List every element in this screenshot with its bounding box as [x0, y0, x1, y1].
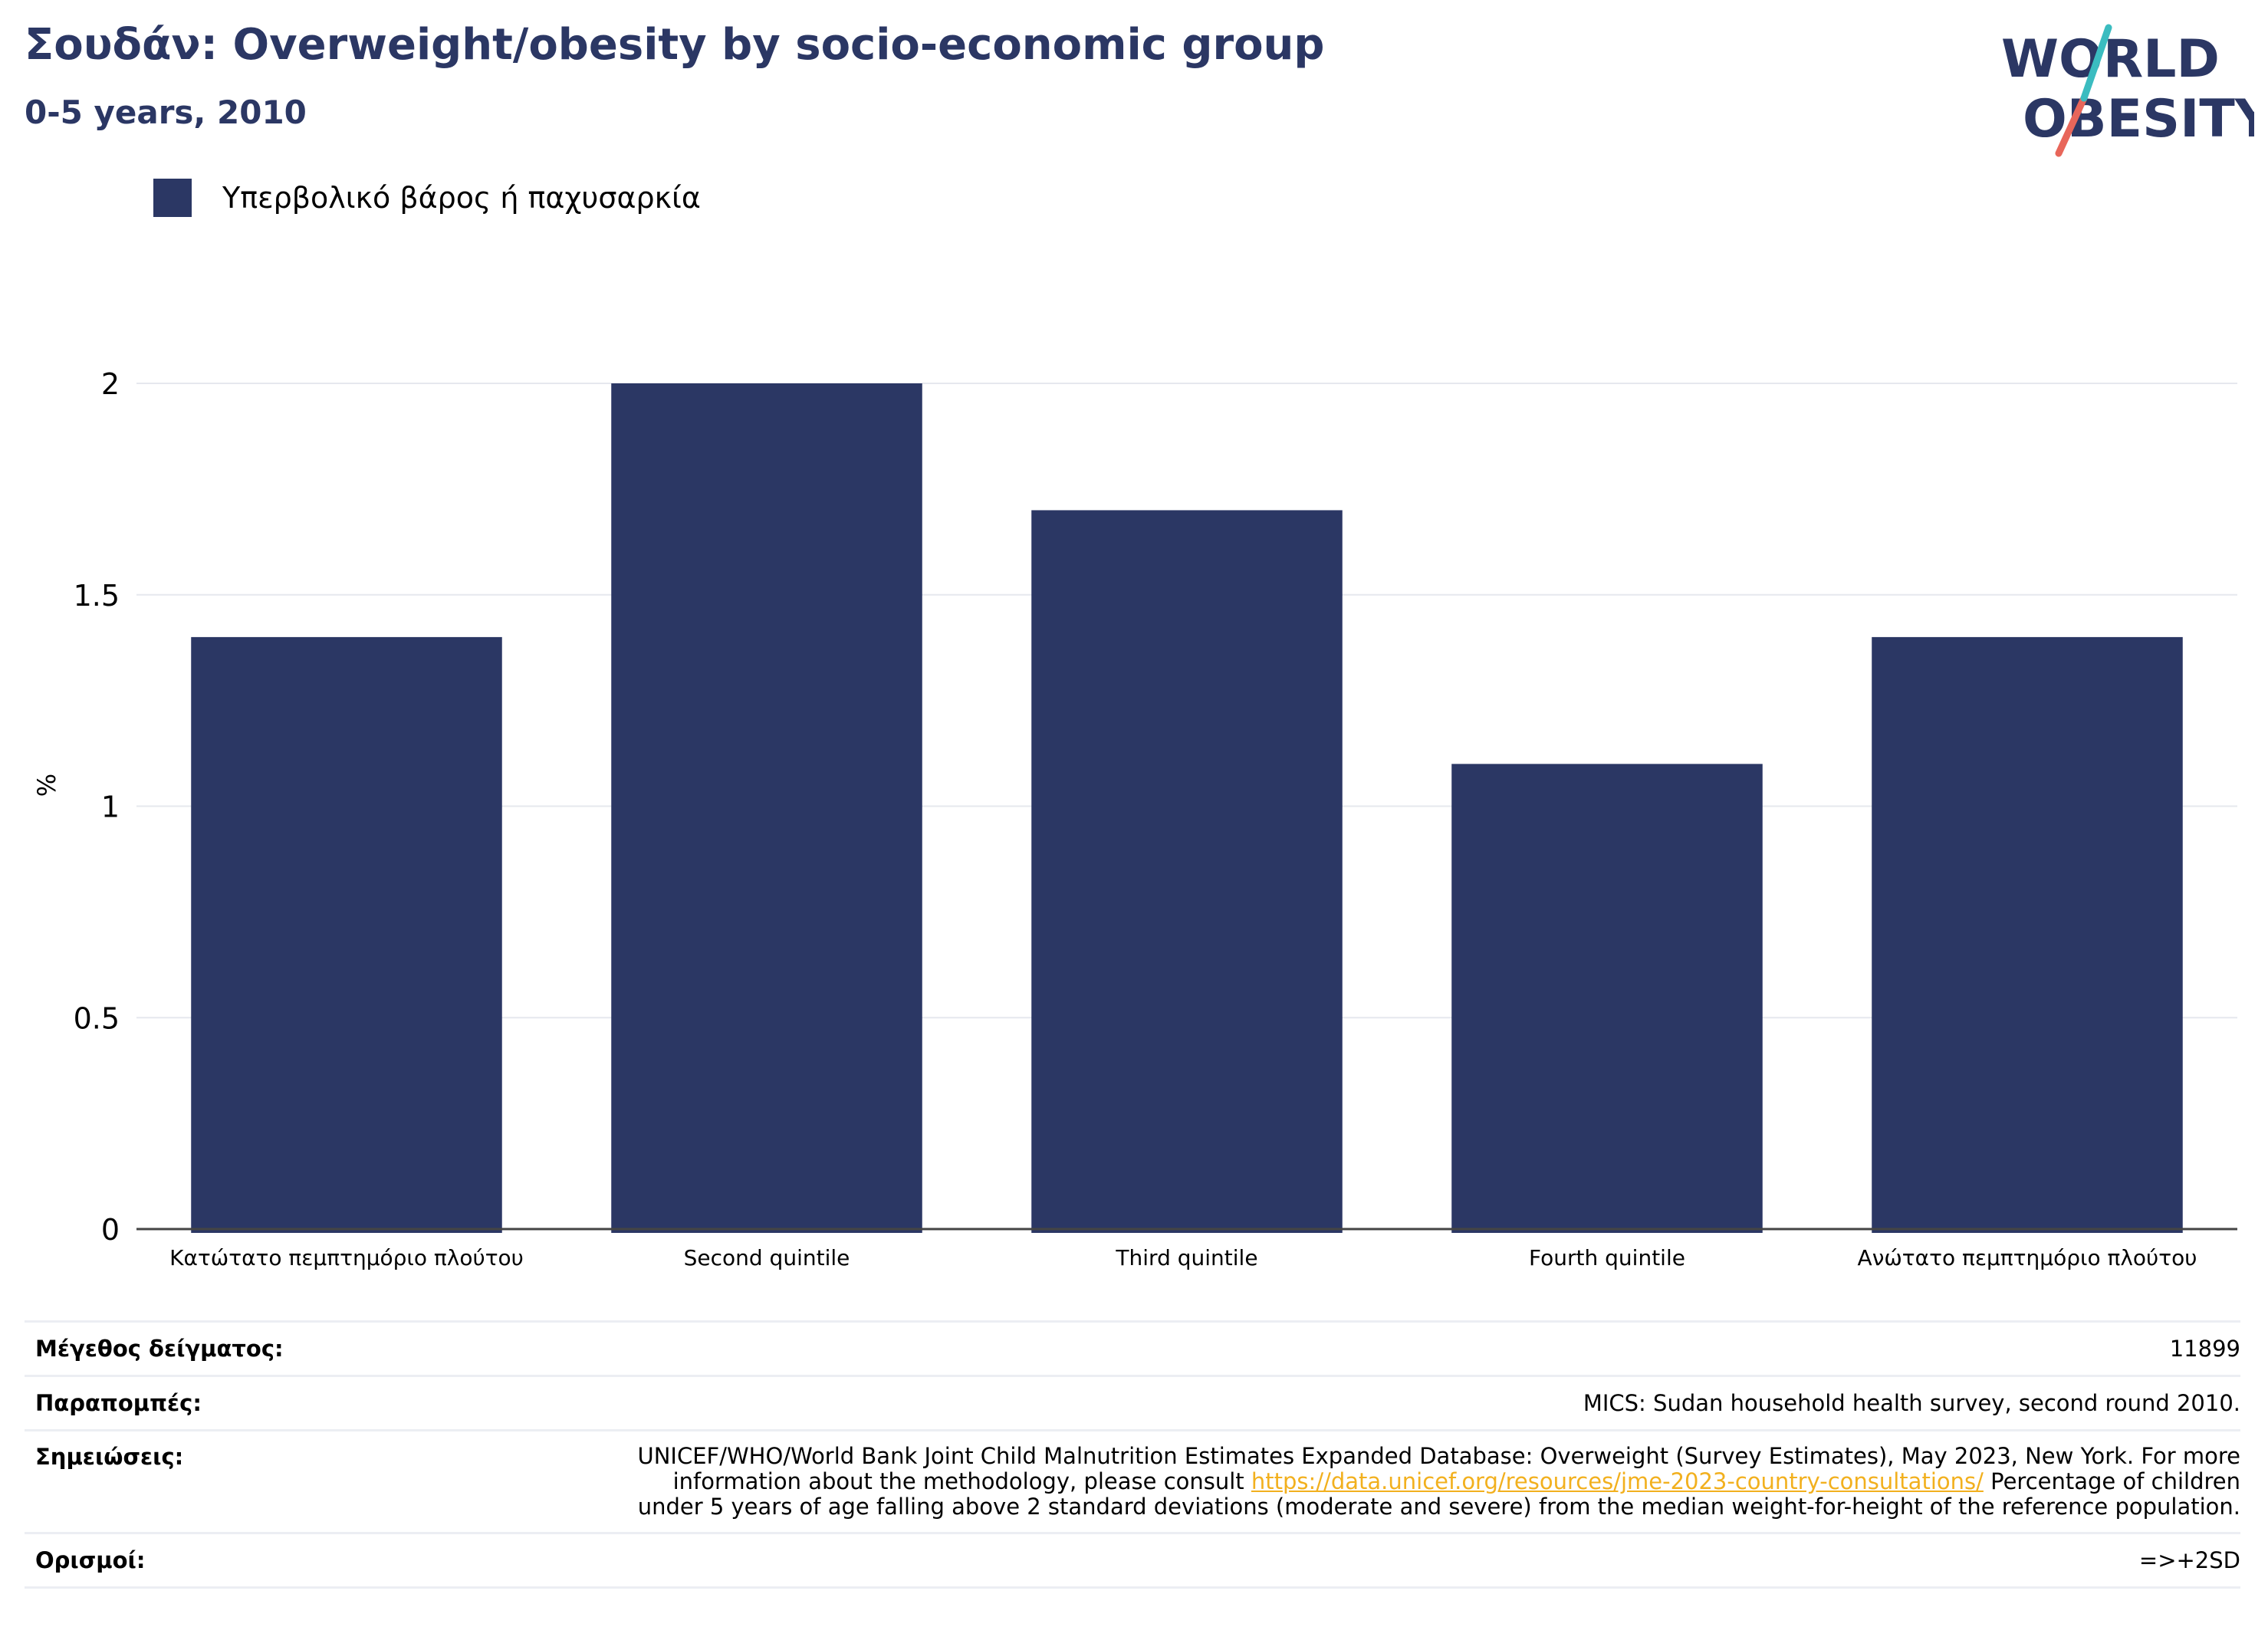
bar [1451, 764, 1763, 1233]
footer-row-sample: Μέγεθος δείγματος: 11899 [25, 1320, 2240, 1375]
x-tick-label: Second quintile [684, 1245, 850, 1270]
y-tick-label: 0 [101, 1213, 120, 1247]
methodology-link[interactable]: https://data.unicef.org/resources/jme-20… [1251, 1468, 1984, 1494]
references-label: Παραπομπές: [35, 1390, 202, 1416]
y-tick-label: 0.5 [74, 1001, 120, 1035]
notes-label: Σημειώσεις: [35, 1444, 184, 1470]
footer-row-refs: Παραπομπές: MICS: Sudan household health… [25, 1375, 2240, 1429]
chart-title: Σουδάν: Overweight/obesity by socio-econ… [25, 20, 1325, 70]
y-tick-label: 1 [101, 790, 120, 824]
svg-text:OBESITY: OBESITY [2023, 89, 2254, 150]
notes-text-after: Percentage of children under 5 years of … [637, 1468, 2240, 1520]
svg-text:WORLD: WORLD [2001, 29, 2220, 90]
x-tick-label: Third quintile [1115, 1245, 1257, 1270]
legend-swatch [153, 179, 192, 217]
chart-legend: Υπερβολικό βάρος ή παχυσαρκία [153, 178, 701, 218]
bar [1872, 636, 2183, 1233]
x-tick-label: Ανώτατο πεμπτημόριο πλούτου [1858, 1245, 2197, 1270]
bar [1031, 510, 1343, 1233]
notes-text-before: UNICEF/WHO/World Bank Joint Child Malnut… [637, 1443, 2240, 1494]
legend-label: Υπερβολικό βάρος ή παχυσαρκία [222, 181, 701, 215]
footer-row-defs: Ορισμοί: =>+2SD [25, 1532, 2240, 1589]
bar-chart: 0 0.5 1 1.5 2% Κατώτατο πεμπτημόριο πλούτου Se… [32, 367, 2237, 1270]
footer-row-notes: Σημειώσεις: UNICEF/WHO/World Bank Joint … [25, 1429, 2240, 1532]
sample-size-value: 11899 [2169, 1336, 2240, 1362]
definitions-value: =>+2SD [2138, 1547, 2240, 1573]
world-obesity-logo: WORLD OBESITY [2001, 24, 2254, 157]
notes-value: UNICEF/WHO/World Bank Joint Child Malnut… [630, 1444, 2240, 1520]
y-axis-label: % [32, 774, 61, 797]
references-value: MICS: Sudan household health survey, sec… [1583, 1390, 2240, 1416]
definitions-label: Ορισμοί: [35, 1547, 146, 1573]
x-tick-label: Κατώτατο πεμπτημόριο πλούτου [169, 1245, 524, 1270]
y-tick-label: 2 [101, 367, 120, 401]
x-tick-label: Fourth quintile [1529, 1245, 1685, 1270]
bar [191, 636, 502, 1233]
bar [611, 383, 922, 1233]
y-tick-label: 1.5 [74, 579, 120, 613]
chart-subtitle: 0-5 years, 2010 [25, 94, 307, 131]
chart-footer: Μέγεθος δείγματος: 11899 Παραπομπές: MIC… [25, 1320, 2240, 1589]
sample-size-label: Μέγεθος δείγματος: [35, 1336, 284, 1362]
